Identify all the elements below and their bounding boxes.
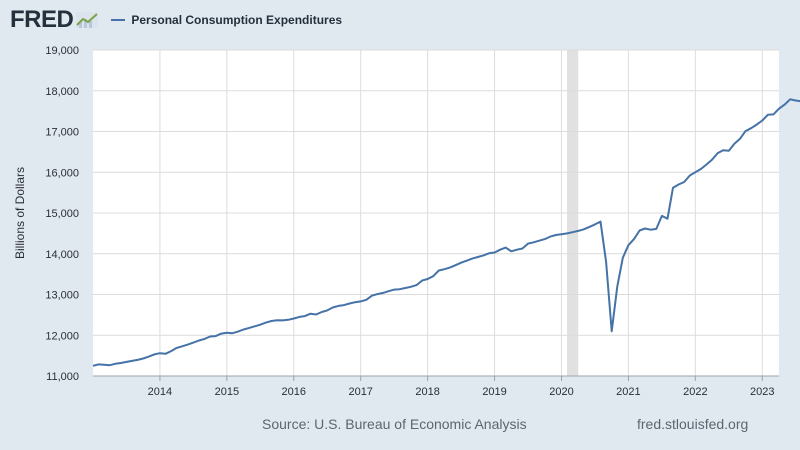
y-tick-label: 14,000 (45, 249, 79, 261)
legend-label: Personal Consumption Expenditures (131, 13, 343, 27)
fred-url-link[interactable]: fred.stlouisfed.org (637, 416, 749, 432)
y-tick-label: 11,000 (46, 371, 79, 383)
y-tick-label: 12,000 (45, 330, 79, 342)
x-tick-label: 2020 (549, 386, 573, 398)
y-tick-label: 18,000 (45, 86, 79, 98)
series-line-pce (92, 98, 800, 367)
chart-legend: Personal Consumption Expenditures (111, 13, 342, 27)
x-tick-label: 2017 (348, 386, 372, 398)
x-tick-label: 2019 (482, 386, 506, 398)
x-tick-label: 2014 (148, 386, 172, 398)
x-tick-label: 2016 (282, 386, 306, 398)
x-tick-label: 2021 (616, 386, 640, 398)
x-tick-label: 2018 (415, 386, 439, 398)
chart-header: FRED Personal Consumption Expenditures (10, 6, 342, 34)
fred-logo[interactable]: FRED (10, 6, 74, 33)
legend-swatch (111, 19, 126, 21)
y-axis-label: Billions of Dollars (13, 167, 27, 259)
x-tick-label: 2022 (683, 386, 707, 398)
line-chart: 11,000 12,000 13,000 14,000 15,000 16,000 17,0… (13, 45, 800, 398)
x-tick-label: 2015 (215, 386, 239, 398)
y-tick-label: 17,000 (45, 127, 79, 139)
y-tick-label: 19,000 (45, 45, 79, 57)
source-note: Source: U.S. Bureau of Economic Analysis (262, 416, 527, 432)
fred-chart-logo-icon (76, 12, 99, 28)
y-tick-label: 16,000 (45, 167, 79, 179)
x-tick-label: 2023 (750, 386, 774, 398)
y-tick-label: 15,000 (45, 208, 79, 220)
y-tick-label: 13,000 (45, 290, 79, 302)
